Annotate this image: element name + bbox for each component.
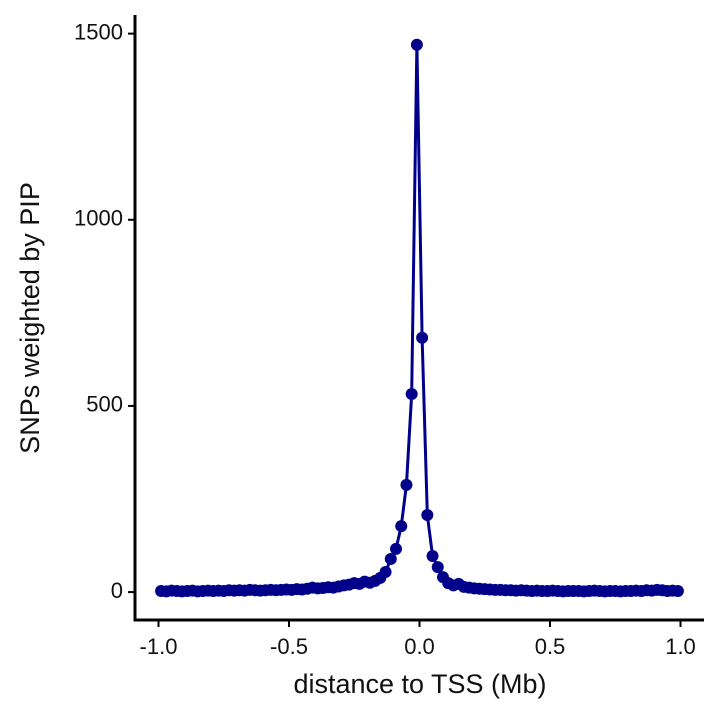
x-tick-label: 0.0: [404, 634, 435, 659]
x-tick-label: -0.5: [270, 634, 308, 659]
point: [671, 584, 684, 597]
point: [379, 565, 392, 578]
x-tick-label: 0.5: [535, 634, 566, 659]
x-tick-label: -1.0: [140, 634, 178, 659]
point: [426, 549, 439, 562]
line: [160, 44, 679, 593]
point: [416, 331, 429, 344]
point: [384, 552, 397, 565]
y-tick-label: 1000: [74, 206, 123, 231]
y-axis-title: SNPs weighted by PIP: [15, 182, 45, 454]
point: [410, 38, 423, 51]
x-tick-label: 1.0: [665, 634, 696, 659]
point: [390, 542, 403, 555]
y-tick-label: 1500: [74, 19, 123, 44]
x-axis-title: distance to TSS (Mb): [293, 669, 546, 699]
point: [395, 520, 408, 533]
y-tick-label: 500: [86, 392, 123, 417]
y-tick-label: 0: [111, 578, 123, 603]
point: [405, 388, 418, 401]
point: [431, 561, 444, 574]
point: [421, 509, 434, 522]
point: [400, 478, 413, 491]
